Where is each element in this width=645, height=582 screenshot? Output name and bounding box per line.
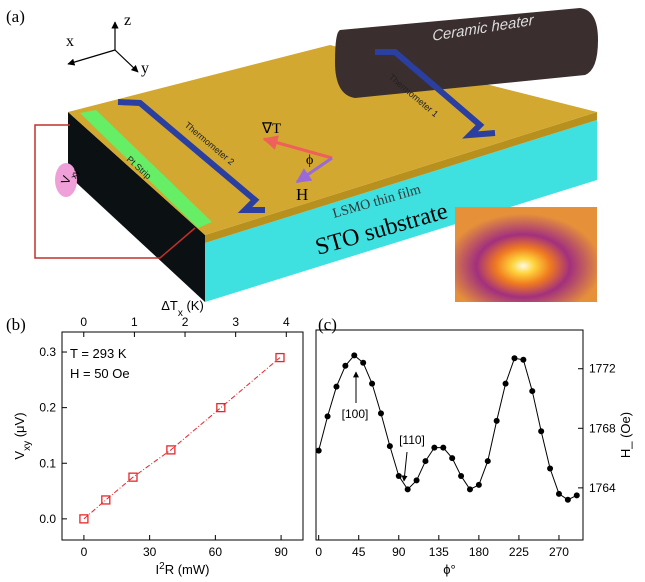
x-tick-label: 135 bbox=[429, 545, 449, 559]
x-tick-label: 0 bbox=[315, 545, 322, 559]
data-point bbox=[360, 360, 366, 366]
axis-label: z bbox=[124, 12, 131, 29]
angle-label: ϕ bbox=[306, 153, 313, 168]
plot-frame bbox=[316, 330, 583, 540]
axis-title: Vxy (μV) bbox=[12, 412, 33, 459]
x-tick-label: 60 bbox=[209, 545, 223, 559]
y-tick-label: 0.1 bbox=[39, 456, 56, 470]
axes-icon bbox=[68, 22, 138, 72]
y-tick-label: 0.0 bbox=[39, 512, 56, 526]
annotation: [110] bbox=[399, 433, 425, 447]
data-point bbox=[387, 443, 393, 449]
x-tick-label: 270 bbox=[549, 545, 569, 559]
axis-label: x bbox=[66, 33, 74, 50]
data-point bbox=[520, 357, 526, 363]
data-point bbox=[574, 492, 580, 498]
x2-tick-label: 3 bbox=[232, 315, 239, 329]
annotation: H = 50 Oe bbox=[70, 366, 130, 381]
axis-title-part: H_ (Oe) bbox=[618, 412, 633, 458]
data-point bbox=[414, 477, 420, 483]
data-point bbox=[351, 352, 357, 358]
data-point bbox=[556, 491, 562, 497]
x2-tick-label: 4 bbox=[283, 315, 290, 329]
x-tick-label: 30 bbox=[143, 545, 157, 559]
x-tick-label: 90 bbox=[392, 545, 406, 559]
data-point bbox=[325, 413, 331, 419]
axis-title: ϕ° bbox=[443, 562, 455, 577]
panel-label: (c) bbox=[318, 315, 337, 334]
plot-frame bbox=[62, 332, 303, 540]
y-tick-label: 0.2 bbox=[39, 401, 56, 415]
data-point bbox=[440, 445, 446, 451]
figure: (a) x z y Ceramic heater Thermometer 1 T… bbox=[0, 0, 645, 582]
data-point bbox=[538, 428, 544, 434]
data-point bbox=[485, 458, 491, 464]
data-point bbox=[333, 384, 339, 390]
panel-label: (b) bbox=[6, 315, 26, 334]
data-point bbox=[342, 363, 348, 369]
axis-title-part: ϕ° bbox=[443, 562, 455, 577]
x-tick-label: 0 bbox=[81, 545, 88, 559]
data-point bbox=[565, 497, 571, 503]
data-line bbox=[319, 355, 577, 499]
data-point bbox=[511, 355, 517, 361]
x-tick-label: 180 bbox=[469, 545, 489, 559]
axis-title-part: R (mW) bbox=[165, 562, 210, 577]
data-point bbox=[405, 486, 411, 492]
data-point bbox=[547, 466, 553, 472]
axis-title: H_ (Oe) bbox=[618, 412, 633, 458]
y-tick-label: 0.3 bbox=[39, 345, 56, 359]
axis-title: I2R (mW) bbox=[156, 561, 210, 578]
axis-title-part: V bbox=[12, 451, 27, 460]
y-tick-label: 1768 bbox=[589, 421, 616, 435]
data-point bbox=[449, 455, 455, 461]
panel-label: (a) bbox=[6, 7, 25, 26]
data-point bbox=[458, 473, 464, 479]
annotation: T = 293 K bbox=[70, 346, 127, 361]
thermal-image bbox=[455, 207, 597, 302]
y-tick-label: 1772 bbox=[589, 362, 616, 376]
data-point bbox=[503, 381, 509, 387]
data-point bbox=[369, 381, 375, 387]
schematic: (a) x z y Ceramic heater Thermometer 1 T… bbox=[6, 7, 598, 334]
gradient-label: ∇T bbox=[261, 121, 281, 137]
data-point bbox=[529, 388, 535, 394]
axis-label: y bbox=[141, 60, 149, 77]
data-line bbox=[84, 358, 280, 519]
x2-tick-label: 0 bbox=[80, 315, 87, 329]
axis-title-part: (μV) bbox=[12, 412, 27, 440]
x2-tick-label: 1 bbox=[131, 315, 138, 329]
data-point bbox=[396, 473, 402, 479]
data-point bbox=[316, 448, 322, 454]
data-point bbox=[422, 458, 428, 464]
data-point bbox=[378, 410, 384, 416]
data-point bbox=[476, 482, 482, 488]
data-point bbox=[467, 486, 473, 492]
axis-title-part: (K) bbox=[183, 298, 204, 313]
field-label: H bbox=[296, 185, 308, 204]
axis-title: ΔTx (K) bbox=[161, 298, 204, 319]
x-tick-label: 90 bbox=[274, 545, 288, 559]
x-tick-label: 45 bbox=[352, 545, 366, 559]
axis-title-part: ΔT bbox=[161, 298, 178, 313]
axis-title-part: xy bbox=[22, 441, 33, 451]
annotation: [100] bbox=[342, 407, 369, 421]
annotation-arrow bbox=[404, 452, 407, 481]
data-point bbox=[431, 445, 437, 451]
data-point bbox=[494, 418, 500, 424]
y-tick-label: 1764 bbox=[589, 481, 616, 495]
x-tick-label: 225 bbox=[509, 545, 529, 559]
